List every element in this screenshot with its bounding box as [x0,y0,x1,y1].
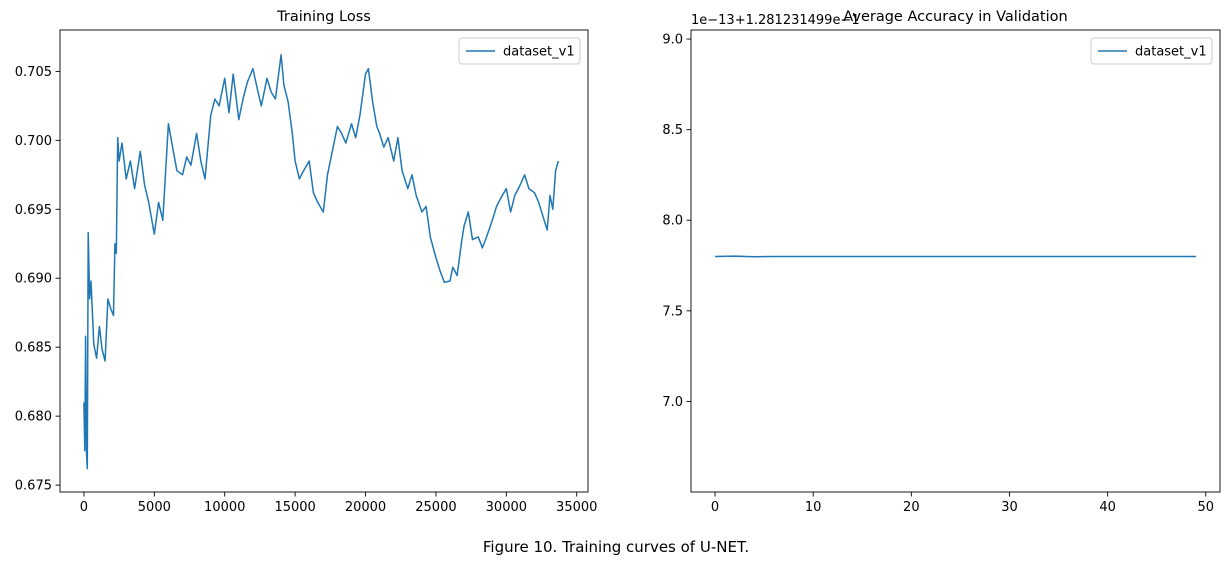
x-tick-label: 50 [1197,500,1214,515]
y-tick-label: 0.675 [15,479,52,494]
x-tick-label: 40 [1099,500,1116,515]
y-tick-label: 8.0 [662,214,683,229]
y-tick-label: 0.705 [15,65,52,80]
chart-title: Average Accuracy in Validation [843,9,1067,25]
x-tick-label: 25000 [415,500,456,515]
legend-box [458,37,581,65]
y-tick-label: 9.0 [662,33,683,48]
x-tick-label: 10000 [204,500,245,515]
series-line-1 [83,54,560,470]
series-line-1 [714,255,1196,258]
legend-box [1090,37,1213,65]
legend-label: dataset_v1 [503,45,575,60]
y-tick-label: 0.695 [15,203,52,218]
y-tick-label: 8.5 [662,123,683,138]
chart-title: Training Loss [276,9,371,25]
chart-panel-1: 0 5000 10000 15000 20000 25000 30000 35000 0.675… [15,9,598,515]
figure-caption: Figure 10. Training curves of U-NET. [482,538,750,556]
x-tick-label: 30000 [486,500,527,515]
legend: dataset_v1 [458,37,581,65]
y-tick-label: 7.5 [662,304,683,319]
y-tick-label: 0.690 [15,272,52,287]
x-tick-label: 0 [711,500,719,515]
x-tick-label: 20000 [345,500,386,515]
x-tick-label: 10 [805,500,822,515]
x-tick-label: 5000 [138,500,171,515]
y-tick-label: 0.700 [15,134,52,149]
x-tick-label: 0 [80,500,88,515]
x-tick-label: 30 [1001,500,1018,515]
chart-panel-2: 0 10 20 30 40 50 7.0 7.5 8.0 8.5 9.0 Average Accura… [662,9,1221,515]
axis-offset-text: 1e−13+1.281231499e−1 [691,13,860,28]
x-tick-label: 20 [903,500,920,515]
y-tick-label: 0.685 [15,341,52,356]
legend: dataset_v1 [1090,37,1213,65]
y-tick-label: 0.680 [15,410,52,425]
x-tick-label: 35000 [556,500,597,515]
axes-frame [690,29,1221,493]
axes-frame [59,29,589,493]
x-tick-label: 15000 [274,500,315,515]
figure-canvas: 0 5000 10000 15000 20000 25000 30000 35000 0.675… [15,9,1221,515]
legend-label: dataset_v1 [1135,45,1207,60]
y-tick-label: 7.0 [662,395,683,410]
